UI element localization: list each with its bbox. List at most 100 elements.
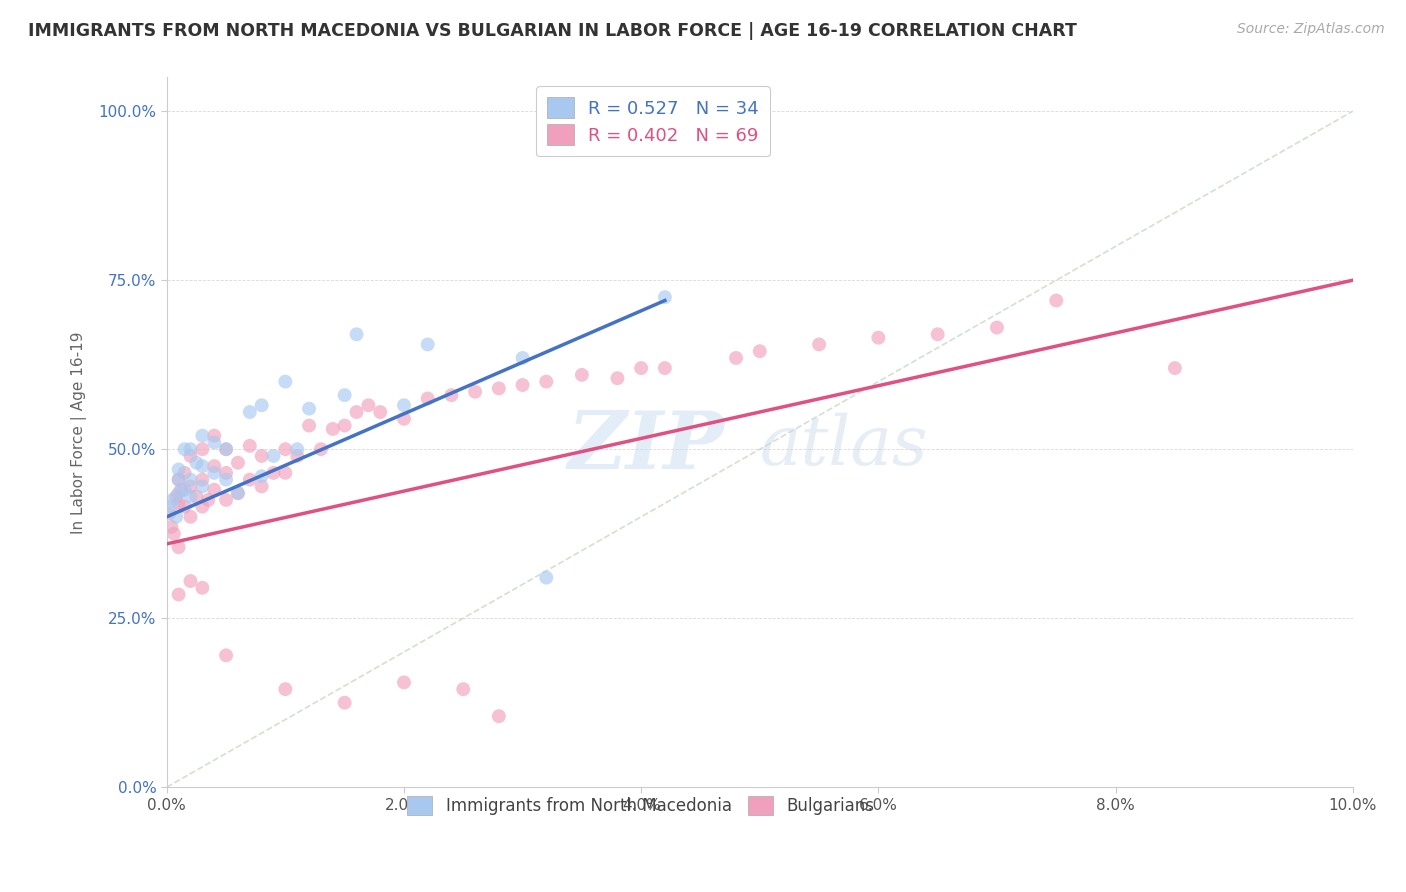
Text: atlas: atlas [759, 413, 928, 480]
Point [239, 473, 262, 487]
Point [512, 351, 534, 365]
Point [202, 435, 225, 450]
Point [239, 405, 262, 419]
Point [322, 422, 344, 436]
Point [179, 574, 201, 588]
Point [215, 442, 238, 457]
Point [215, 466, 238, 480]
Point [167, 540, 190, 554]
Point [226, 486, 249, 500]
Point [165, 509, 187, 524]
Point [179, 509, 201, 524]
Point [630, 361, 652, 376]
Text: ZIP: ZIP [567, 408, 724, 485]
Point [250, 449, 273, 463]
Point [191, 473, 214, 487]
Point [274, 442, 297, 457]
Point [157, 507, 180, 521]
Point [285, 449, 308, 463]
Point [536, 375, 558, 389]
Point [868, 331, 890, 345]
Point [416, 337, 439, 351]
Point [986, 320, 1008, 334]
Point [392, 675, 415, 690]
Point [512, 378, 534, 392]
Point [1045, 293, 1067, 308]
Point [298, 418, 321, 433]
Point [167, 473, 190, 487]
Point [654, 290, 676, 304]
Point [298, 401, 321, 416]
Point [167, 486, 190, 500]
Point [215, 473, 238, 487]
Point [263, 449, 285, 463]
Point [191, 459, 214, 474]
Point [346, 405, 368, 419]
Point [197, 492, 219, 507]
Point [215, 442, 238, 457]
Point [165, 490, 187, 504]
Point [263, 466, 285, 480]
Point [440, 388, 463, 402]
Point [392, 398, 415, 412]
Point [202, 428, 225, 442]
Point [274, 466, 297, 480]
Point [202, 483, 225, 497]
Point [191, 479, 214, 493]
Point [179, 479, 201, 493]
Y-axis label: In Labor Force | Age 16-19: In Labor Force | Age 16-19 [72, 331, 87, 533]
Point [451, 682, 474, 697]
Point [173, 483, 195, 497]
Point [808, 337, 831, 351]
Point [173, 500, 195, 514]
Point [173, 442, 195, 457]
Point [215, 492, 238, 507]
Point [571, 368, 593, 382]
Point [1164, 361, 1187, 376]
Point [167, 473, 190, 487]
Text: Source: ZipAtlas.com: Source: ZipAtlas.com [1237, 22, 1385, 37]
Point [488, 381, 510, 395]
Point [392, 411, 415, 425]
Point [333, 388, 356, 402]
Point [250, 398, 273, 412]
Point [191, 581, 214, 595]
Point [309, 442, 332, 457]
Point [536, 571, 558, 585]
Point [167, 462, 190, 476]
Point [346, 327, 368, 342]
Legend: Immigrants from North Macedonia, Bulgarians: Immigrants from North Macedonia, Bulgari… [398, 786, 884, 825]
Point [179, 442, 201, 457]
Point [202, 459, 225, 474]
Point [333, 418, 356, 433]
Point [357, 398, 380, 412]
Point [724, 351, 747, 365]
Point [186, 456, 208, 470]
Point [202, 466, 225, 480]
Point [226, 456, 249, 470]
Point [162, 492, 184, 507]
Point [179, 449, 201, 463]
Point [167, 588, 190, 602]
Point [250, 469, 273, 483]
Point [191, 428, 214, 442]
Point [160, 520, 183, 534]
Point [186, 490, 208, 504]
Point [488, 709, 510, 723]
Point [927, 327, 949, 342]
Point [333, 696, 356, 710]
Point [368, 405, 391, 419]
Point [179, 473, 201, 487]
Point [285, 442, 308, 457]
Text: IMMIGRANTS FROM NORTH MACEDONIA VS BULGARIAN IN LABOR FORCE | AGE 16-19 CORRELAT: IMMIGRANTS FROM NORTH MACEDONIA VS BULGA… [28, 22, 1077, 40]
Point [250, 479, 273, 493]
Point [215, 648, 238, 663]
Point [239, 439, 262, 453]
Point [179, 490, 201, 504]
Point [748, 344, 770, 359]
Point [167, 496, 190, 510]
Point [191, 442, 214, 457]
Point [226, 486, 249, 500]
Point [274, 682, 297, 697]
Point [274, 375, 297, 389]
